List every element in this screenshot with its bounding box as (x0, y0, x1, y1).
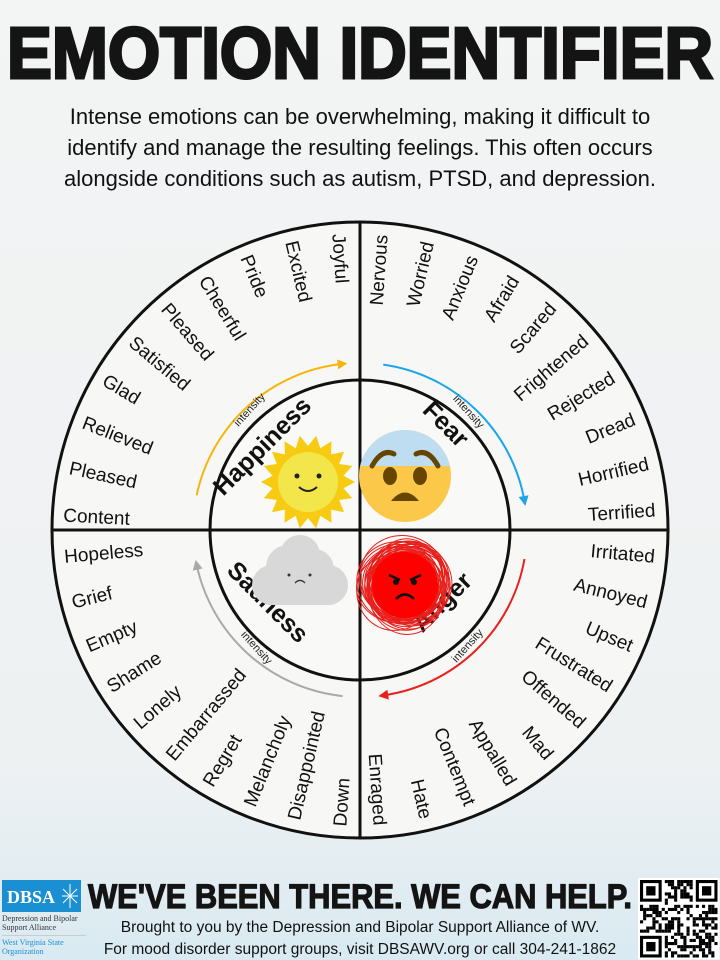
intro-line: identify and manage the resulting feelin… (67, 135, 652, 160)
emotion-word-fear: Terrified (587, 500, 656, 526)
fearful-face-icon (359, 430, 451, 522)
intro-line: alongside conditions such as autism, PTS… (64, 166, 656, 191)
logo-name: Depression and Bipolar Support Alliance (2, 914, 78, 932)
emotion-word-anger: Enraged (364, 753, 390, 826)
intro-line: Intense emotions can be overwhelming, ma… (70, 104, 650, 129)
emotion-word-happiness: Content (63, 505, 131, 529)
logo-abbr: DBSA (7, 887, 55, 907)
footer: DBSA Depression and Bipolar Support Alli… (2, 877, 720, 960)
slogan: WE'VE BEEN THERE. WE CAN HELP. (88, 878, 632, 916)
dbsa-logo[interactable]: DBSA Depression and Bipolar Support Alli… (2, 880, 86, 960)
credit-line: Brought to you by the Depression and Bip… (121, 919, 600, 936)
emotion-word-happiness: Joyful (327, 233, 351, 284)
angry-face-icon (356, 535, 453, 635)
emotion-word-fear: Nervous (367, 234, 393, 306)
emotion-wheel: ContentPleasedRelievedGladSatisfiedPleas… (50, 220, 670, 840)
intensity-arrow-happiness (195, 359, 348, 496)
intro-text: Intense emotions can be overwhelming, ma… (64, 104, 656, 191)
sad-cloud-icon (252, 535, 348, 605)
intensity-arrow-anger (378, 558, 526, 700)
page-title: EMOTION IDENTIFIER (7, 14, 713, 94)
contact-line: For mood disorder support groups, visit … (104, 941, 616, 958)
sun-icon (261, 435, 355, 529)
qr-code[interactable] (638, 878, 720, 960)
intensity-arrow-sadness (192, 559, 343, 698)
starburst-icon (62, 884, 78, 908)
emotion-word-sadness: Down (330, 777, 354, 827)
logo-sub: West Virginia State Organization (2, 935, 86, 956)
intensity-arrow-fear (383, 363, 529, 506)
